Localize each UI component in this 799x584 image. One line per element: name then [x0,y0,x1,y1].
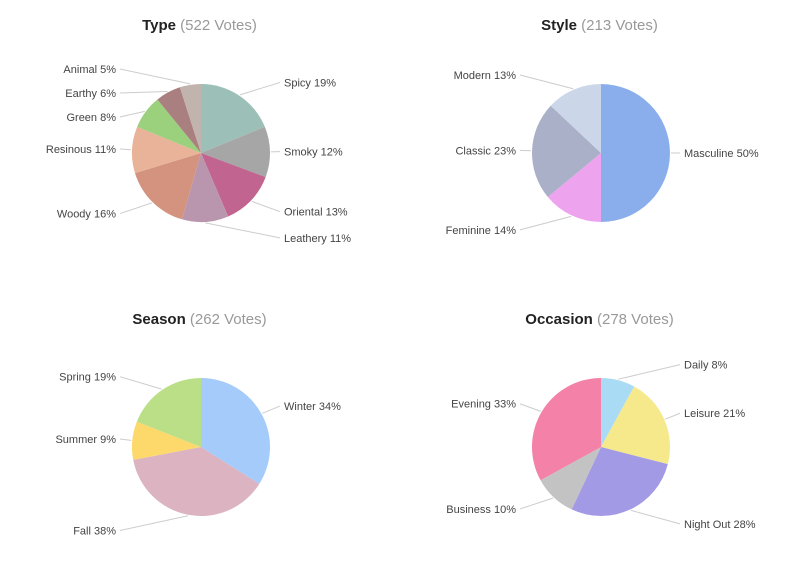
pie-chart-season: Winter 34% Fall 38% Summer 9% Spring 19% [0,294,399,584]
chart-panel-occasion: Occasion (278 Votes) Daily 8%Leisure 21%… [400,294,799,584]
leader-line-earthy [120,91,168,93]
slice-label-modern: Modern 13% [454,70,517,82]
leader-line-summer [120,439,131,440]
slice-label-spring: Spring 19% [59,372,116,384]
leader-line-resinous [120,149,131,150]
slice-label-feminine: Feminine 14% [446,225,517,237]
leader-line-leathery [205,223,280,238]
slice-label-winter: Winter 34% [284,401,341,413]
slice-label-fall: Fall 38% [73,525,116,537]
slice-label-smoky: Smoky 12% [284,147,343,159]
leader-line-evening [520,404,541,412]
pie-chart-occasion: Daily 8% Leisure 21% Night Out 28% Business… [400,294,799,584]
slice-label-green: Green 8% [66,112,116,124]
pie-chart-type: Spicy 19% Smoky 12% Oriental 13% Leathery 1… [0,0,399,290]
slice-label-masculine: Masculine 50% [684,148,759,160]
chart-panel-style: Style (213 Votes) Masculine 50%Feminine … [400,0,799,290]
leader-line-animal [120,69,190,84]
leader-line-night-out [631,510,680,524]
slice-label-leathery: Leathery 11% [284,233,351,245]
leader-line-daily [618,365,680,380]
slice-label-summer: Summer 9% [55,434,116,446]
slice-label-animal: Animal 5% [63,64,116,76]
leader-line-leisure [665,413,680,419]
slice-label-classic: Classic 23% [455,145,516,157]
chart-panel-season: Season (262 Votes) Winter 34%Fall 38%Sum… [0,294,399,584]
slice-label-night-out: Night Out 28% [684,519,756,531]
slice-label-business: Business 10% [446,504,516,516]
pie-slice-masculine [601,84,670,222]
slice-label-spicy: Spicy 19% [284,77,336,89]
leader-line-spring [120,377,162,389]
slice-label-leisure: Leisure 21% [684,408,745,420]
chart-panel-type: Type (522 Votes) Spicy 19%Smoky 12%Orien… [0,0,399,290]
slice-label-earthy: Earthy 6% [65,88,116,100]
leader-line-business [520,498,553,509]
leader-line-winter [262,406,280,413]
leader-line-oriental [252,201,280,211]
leader-line-spicy [240,82,280,94]
leader-line-feminine [520,216,571,230]
slice-label-daily: Daily 8% [684,360,728,372]
slice-label-oriental: Oriental 13% [284,207,348,219]
leader-line-green [120,111,145,117]
slice-label-evening: Evening 33% [451,399,516,411]
slice-label-resinous: Resinous 11% [46,144,116,156]
leader-line-woody [120,203,152,214]
pie-chart-style: Masculine 50% Feminine 14% Classic 23% Mode… [400,0,799,290]
leader-line-modern [520,75,573,89]
slice-label-woody: Woody 16% [57,209,116,221]
leader-line-fall [120,516,188,531]
